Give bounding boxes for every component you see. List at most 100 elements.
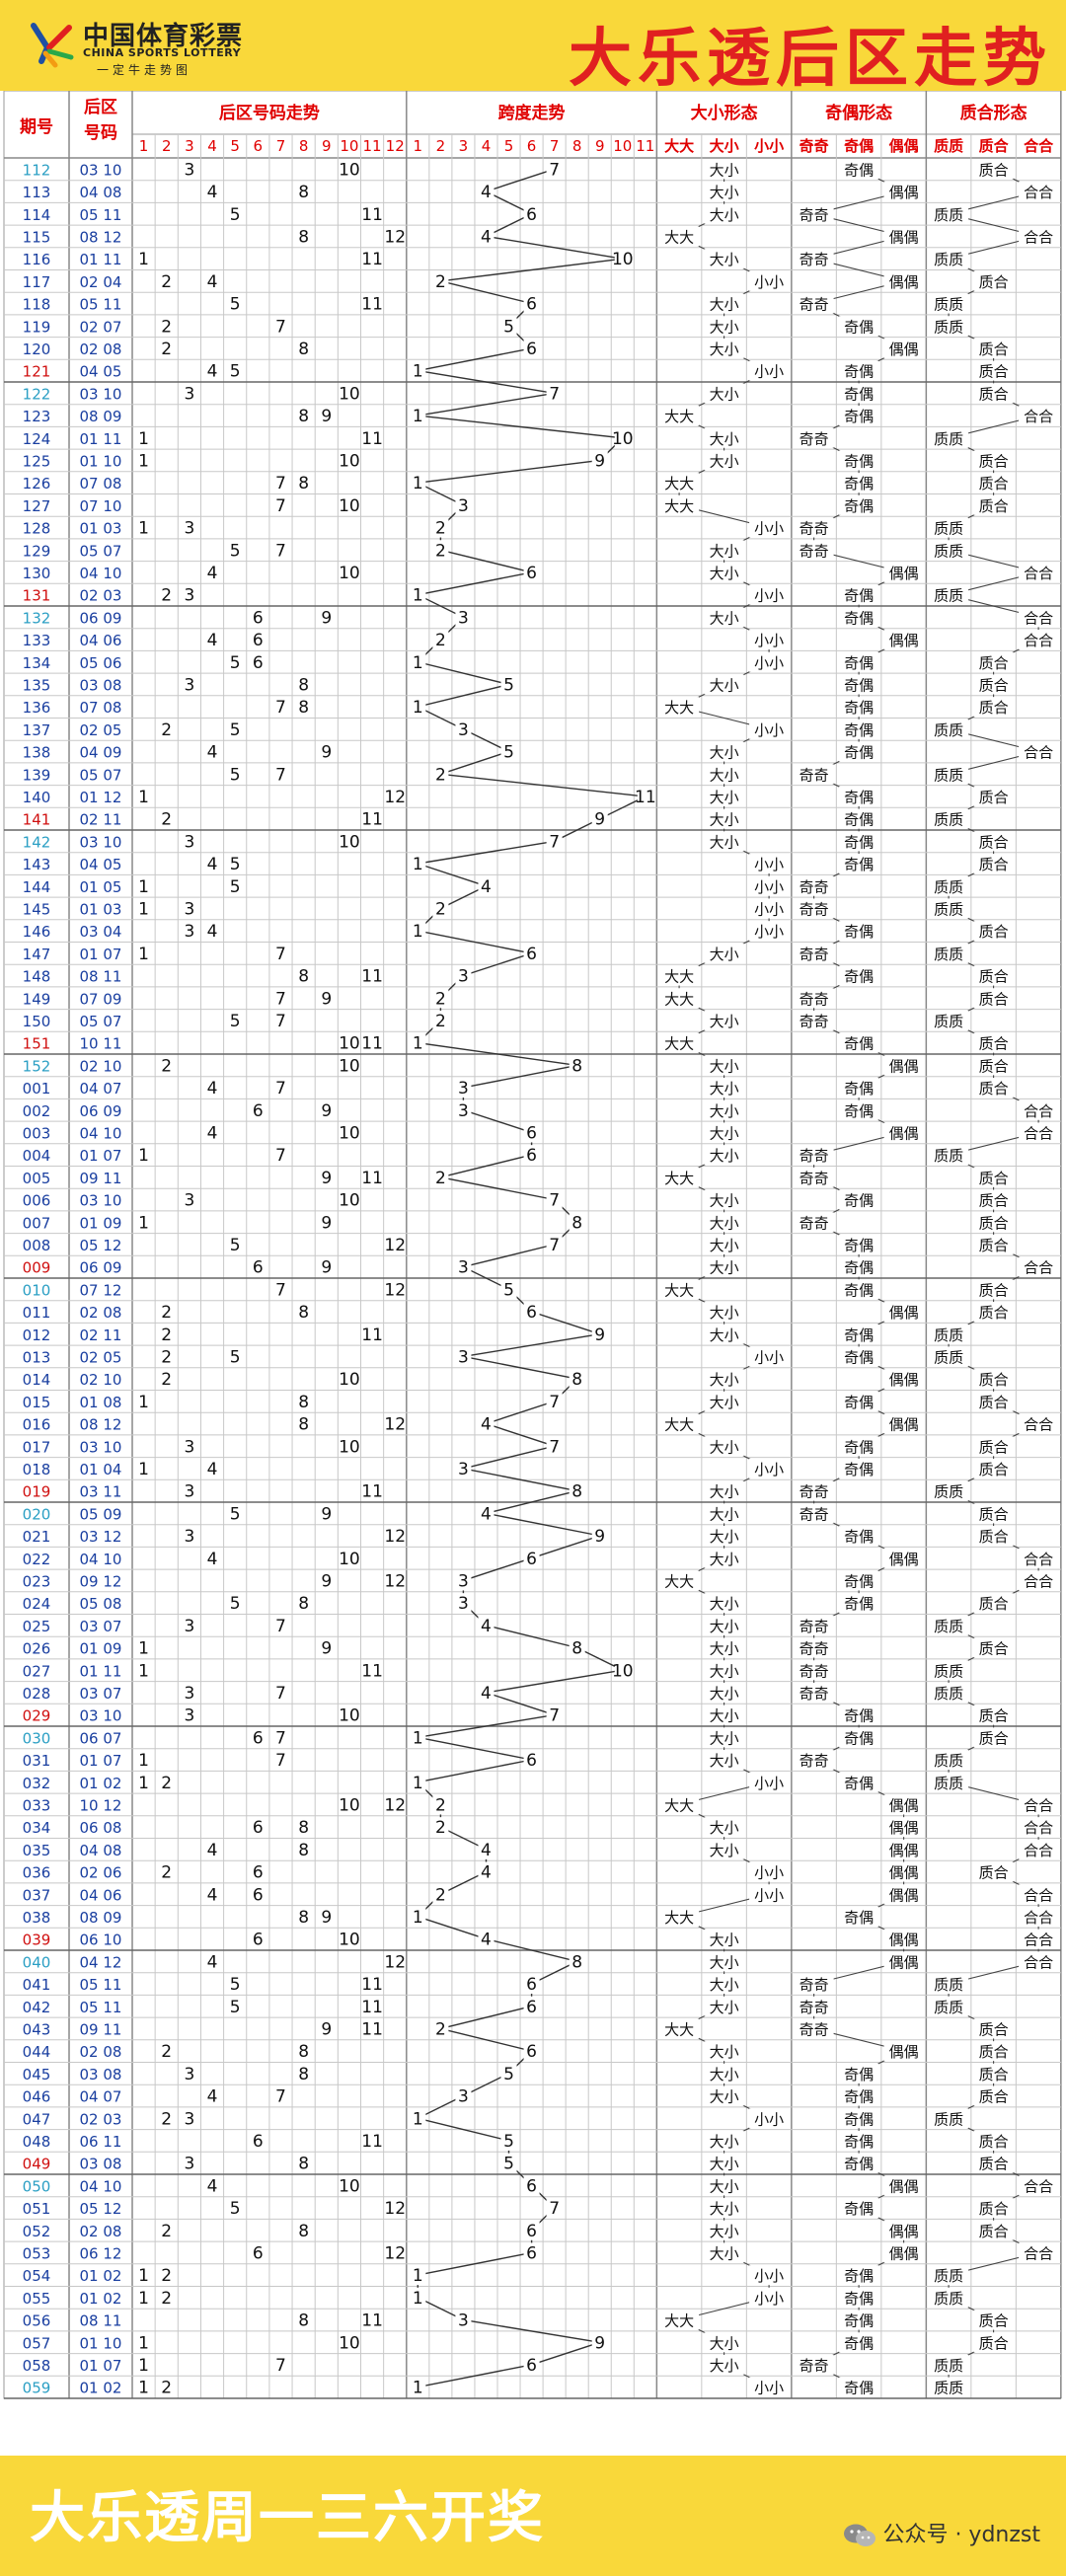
number-mark: 12	[384, 2199, 406, 2219]
logo-chinese-text: 中国体育彩票	[83, 22, 244, 51]
pattern-mark-bg	[1019, 1122, 1059, 1143]
back-zone-numbers: 08 12	[80, 1416, 122, 1434]
pattern-mark: 偶偶	[889, 1551, 919, 1568]
number-mark: 8	[298, 675, 309, 695]
span-mark-bg	[410, 2287, 426, 2308]
issue-number: 038	[23, 1909, 51, 1927]
span-mark-bg	[455, 2085, 472, 2106]
span-mark-bg	[410, 1032, 426, 1053]
pattern-mark-bg	[883, 2242, 924, 2263]
pattern-mark-bg	[973, 1637, 1014, 1658]
issue-number: 148	[23, 968, 51, 986]
pattern-mark-bg	[839, 1705, 879, 1725]
span-mark-bg	[410, 2377, 426, 2397]
pattern-mark: 偶偶	[889, 1932, 919, 1949]
span-column-label: 6	[527, 137, 537, 155]
issue-number: 119	[23, 318, 51, 336]
pattern-mark: 合合	[1024, 1416, 1053, 1434]
number-mark: 4	[207, 362, 218, 382]
pattern-mark-bg	[839, 651, 879, 672]
issue-number: 025	[23, 1618, 51, 1635]
span-mark: 3	[458, 496, 469, 516]
number-mark: 12	[384, 1415, 406, 1435]
issue-number: 135	[23, 676, 51, 694]
issue-number: 051	[23, 2200, 51, 2218]
pattern-mark: 大小	[710, 2156, 739, 2173]
pattern-mark: 质质	[934, 2380, 963, 2397]
issue-number: 126	[23, 475, 51, 492]
number-mark: 8	[298, 1818, 309, 1838]
back-zone-numbers: 07 09	[80, 990, 122, 1008]
span-mark-bg	[432, 517, 449, 538]
issue-number: 131	[23, 587, 51, 605]
pattern-mark-bg	[704, 1526, 744, 1547]
pattern-mark: 大小	[710, 1842, 739, 1859]
pattern-mark-bg	[839, 2130, 879, 2151]
span-mark-bg	[614, 1660, 631, 1681]
back-zone-numbers: 05 12	[80, 1237, 122, 1254]
span-mark-bg	[455, 1078, 472, 1099]
pattern-mark: 大小	[710, 1752, 739, 1770]
pattern-mark: 质质	[934, 520, 963, 538]
number-mark: 6	[253, 1885, 264, 1905]
pattern-mark: 奇偶	[844, 2133, 874, 2151]
pattern-mark-bg	[929, 719, 969, 739]
pattern-mark: 奇偶	[844, 452, 874, 470]
pattern-mark: 小小	[754, 1775, 784, 1792]
span-mark: 2	[435, 1795, 446, 1815]
pattern-mark: 小小	[754, 587, 784, 605]
number-mark: 10	[339, 160, 360, 180]
number-mark: 3	[184, 1684, 194, 1704]
span-mark: 4	[481, 1504, 492, 1524]
span-mark: 4	[481, 1841, 492, 1860]
number-mark: 5	[230, 653, 241, 673]
pattern-mark-bg	[839, 159, 879, 180]
pattern-mark: 质质	[934, 900, 963, 918]
issue-number: 022	[23, 1551, 51, 1568]
number-mark: 7	[275, 1617, 286, 1636]
number-mark: 8	[298, 2065, 309, 2084]
back-zone-numbers: 02 05	[80, 1348, 122, 1366]
number-mark: 11	[361, 810, 383, 830]
issue-number: 132	[23, 609, 51, 627]
pattern-mark: 大小	[710, 2223, 739, 2240]
header-prime: 质合形态	[960, 103, 1028, 123]
number-mark: 10	[339, 2176, 360, 2196]
span-mark: 5	[503, 2155, 514, 2174]
pattern-mark-bg	[794, 764, 834, 785]
pattern-mark-bg	[973, 1391, 1014, 1411]
pattern-mark: 偶偶	[889, 184, 919, 201]
pattern-mark: 小小	[754, 2110, 784, 2128]
pattern-mark-bg	[749, 854, 790, 874]
span-mark: 2	[435, 1169, 446, 1188]
span-mark: 6	[526, 1998, 537, 2017]
pattern-mark-bg	[929, 293, 969, 314]
pattern-mark-bg	[839, 719, 879, 739]
span-mark-bg	[432, 1817, 449, 1838]
back-zone-numbers: 01 02	[80, 2267, 122, 2285]
issue-number: 138	[23, 744, 51, 762]
pattern-mark-bg	[749, 2377, 790, 2397]
pattern-mark: 质合	[979, 341, 1009, 358]
pattern-mark-bg	[704, 2130, 744, 2151]
pattern-column-label: 奇偶	[844, 137, 874, 155]
back-zone-numbers: 01 07	[80, 2357, 122, 2375]
number-mark: 9	[321, 1571, 332, 1591]
pattern-mark: 大小	[710, 2200, 739, 2218]
pattern-mark: 偶偶	[889, 2244, 919, 2262]
pattern-mark-bg	[749, 360, 790, 381]
back-zone-numbers: 04 06	[80, 632, 122, 649]
span-mark: 6	[526, 1975, 537, 1995]
number-mark: 10	[339, 1706, 360, 1726]
number-mark: 5	[230, 720, 241, 740]
number-mark: 2	[161, 1863, 172, 1883]
back-zone-numbers: 01 09	[80, 1640, 122, 1658]
number-mark: 8	[298, 2222, 309, 2241]
back-zone-numbers: 02 08	[80, 2043, 122, 2061]
pattern-mark: 质合	[979, 1438, 1009, 1456]
pattern-mark-bg	[839, 1526, 879, 1547]
pattern-mark-bg	[839, 741, 879, 762]
pattern-mark: 质合	[979, 2020, 1009, 2038]
issue-number: 048	[23, 2133, 51, 2151]
pattern-mark: 大小	[710, 2088, 739, 2106]
